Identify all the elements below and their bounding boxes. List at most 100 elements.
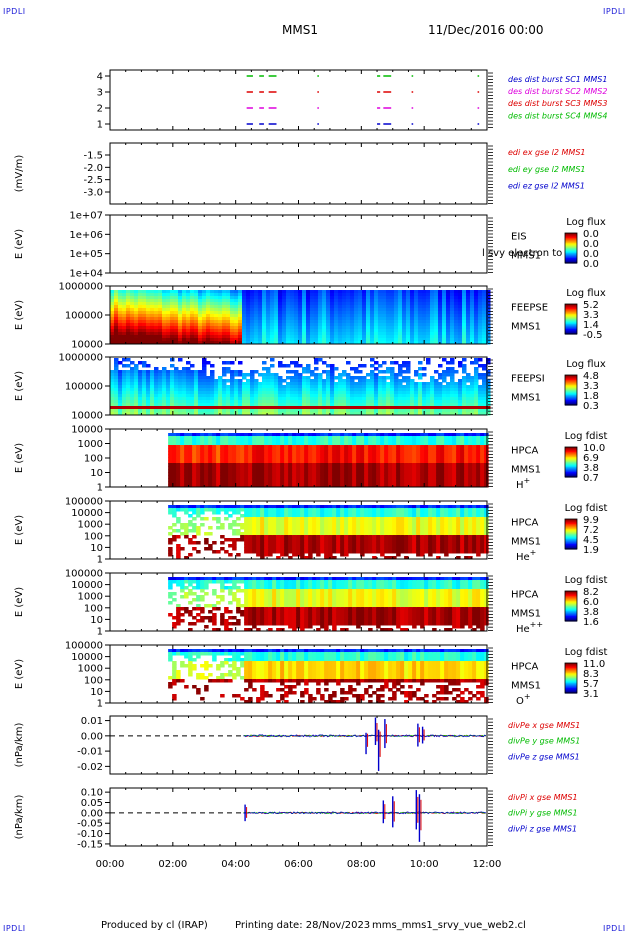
colorbar-swatch <box>565 382 577 385</box>
y-tick-label: 1000 <box>78 439 103 450</box>
colorbar-tick-label: 1.4 <box>583 320 599 331</box>
y-tick-label: 1 <box>97 627 103 638</box>
colorbar-tick-label: 7.2 <box>583 525 599 536</box>
colorbar-swatch <box>565 460 577 463</box>
colorbar-tick-label: 1.9 <box>583 545 599 556</box>
colorbar-swatch <box>565 260 577 263</box>
y-tick-label: 1000 <box>78 592 103 603</box>
instrument-label: MMS1 <box>511 536 541 547</box>
colorbar-swatch <box>565 329 577 331</box>
colorbar-swatch <box>565 470 577 473</box>
spacecraft-title: MMS1 <box>282 23 318 37</box>
colorbar-tick-label: -0.5 <box>583 330 603 341</box>
colorbar-swatch <box>565 520 577 523</box>
colorbar-tick-label: 4.8 <box>583 371 599 382</box>
y-tick-label: 100000 <box>65 641 103 652</box>
overlay-label: l svy electron to <box>482 248 562 259</box>
instrument-label: HPCA <box>511 661 539 672</box>
panel-divpe: 0.01 0.00 -0.01 -0.02 divPe x gse MMS1 divPe … <box>14 715 580 775</box>
y-tick-label: 10000 <box>71 340 103 351</box>
colorbar-swatch <box>565 519 577 521</box>
colorbar-swatch <box>565 532 577 535</box>
colorbar-swatch <box>565 392 577 395</box>
y-tick-label: 10000 <box>71 425 103 436</box>
colorbar-swatch <box>565 524 577 526</box>
series-line <box>243 734 487 738</box>
colorbar-swatch <box>565 321 577 324</box>
legend-entry: divPi z gse MMS1 <box>508 824 577 833</box>
colorbar-swatch <box>565 690 577 693</box>
colorbar-swatch <box>565 601 577 603</box>
colorbar-swatch <box>565 606 577 608</box>
colorbar-swatch <box>565 614 577 617</box>
colorbar-swatch <box>565 312 577 315</box>
colorbar-swatch <box>565 465 577 468</box>
colorbar-tick-label: 3.8 <box>583 463 599 474</box>
colorbar-swatch <box>565 678 577 680</box>
y-tick-label: 1000000 <box>58 282 103 293</box>
instrument-label: HPCA <box>511 589 539 600</box>
y-tick-label: 1e+04 <box>69 269 103 280</box>
y-tick-label: 0.05 <box>81 798 103 809</box>
colorbar-swatch <box>565 315 577 318</box>
colorbar-swatch <box>565 598 577 601</box>
instrument-label: MMS1 <box>511 680 541 691</box>
colorbar-swatch <box>565 249 577 252</box>
colorbar-swatch <box>565 458 577 461</box>
colorbar-swatch <box>565 304 577 306</box>
colorbar-swatch <box>565 536 577 539</box>
y-tick-label: 2 <box>97 104 103 115</box>
colorbar-swatch <box>565 383 577 386</box>
panel-feeps-ion: 1000000 100000 10000 FEEPSI MMS1 Log flux4.83… <box>14 353 606 422</box>
y-tick-label: 1000 <box>78 664 103 675</box>
colorbar-swatch <box>565 680 577 683</box>
colorbar-swatch <box>565 390 577 392</box>
y-tick-label: 1e+07 <box>69 211 103 222</box>
corner-label-bottom-right: IPDLI <box>603 924 626 933</box>
colorbar-swatch <box>565 535 577 538</box>
y-tick-label: 1e+05 <box>69 249 103 260</box>
colorbar-swatch <box>565 400 577 402</box>
colorbar-tick-label: 8.2 <box>583 587 599 598</box>
y-tick-label: -0.15 <box>77 839 103 850</box>
colorbar-tick-label: 1.6 <box>583 617 599 628</box>
colorbar-swatch <box>565 455 577 458</box>
colorbar-swatch <box>565 670 577 673</box>
colorbar-swatch <box>565 537 577 540</box>
colorbar-swatch <box>565 688 577 690</box>
legend-entry: edi ex gse l2 MMS1 <box>508 148 586 157</box>
colorbar-tick-label: 1.8 <box>583 391 599 402</box>
colorbar-swatch <box>565 664 577 667</box>
instrument-label: EIS <box>511 231 527 242</box>
y-tick-label: 10 <box>90 468 103 479</box>
colorbar-title: Log flux <box>566 217 606 228</box>
y-tick-label: -2.5 <box>83 175 103 186</box>
y-tick-label: 100000 <box>65 497 103 508</box>
colorbar-tick-label: 0.0 <box>583 239 599 250</box>
y-tick-label: -3.0 <box>83 188 103 199</box>
colorbar-swatch <box>565 452 577 454</box>
y-tick-label: -0.10 <box>77 829 103 840</box>
colorbar-swatch <box>565 326 577 329</box>
colorbar-tick-label: 0.0 <box>583 259 599 270</box>
y-tick-label: 100 <box>84 454 103 465</box>
colorbar-tick-label: 6.9 <box>583 453 599 464</box>
y-tick-label: 10000 <box>71 652 103 663</box>
colorbar-swatch <box>565 243 577 245</box>
colorbar-swatch <box>565 248 577 250</box>
colorbar-swatch <box>565 668 577 670</box>
colorbar-swatch <box>565 398 577 401</box>
panel-des-dist-burst: 4 3 2 1 des dist burst SC1 MMS1 des dist burs… <box>97 69 607 131</box>
y-tick-label: 10 <box>90 687 103 698</box>
colorbar-swatch <box>565 671 577 674</box>
colorbar-swatch <box>565 311 577 314</box>
y-axis-label: E (eV) <box>14 659 25 689</box>
colorbar-swatch <box>565 612 577 615</box>
colorbar-swatch <box>565 521 577 524</box>
colorbar-tick-label: 8.3 <box>583 669 599 680</box>
colorbar-swatch <box>565 530 577 533</box>
legend-entry: edi ey gse l2 MMS1 <box>508 165 586 174</box>
